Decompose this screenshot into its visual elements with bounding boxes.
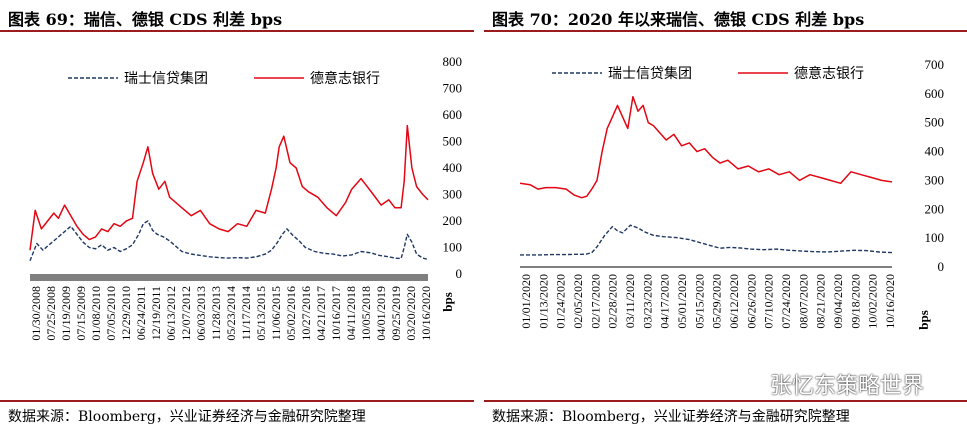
x-tick-label: 01/13/2020	[536, 274, 550, 329]
x-tick-label: 01/19/2009	[59, 286, 73, 341]
x-tick-label: 07/24/2020	[779, 274, 793, 329]
title-divider	[484, 30, 967, 32]
x-tick-label: 04/01/2019	[374, 286, 388, 341]
y-tick-label: 300	[443, 187, 463, 202]
y-tick-label: 400	[925, 144, 945, 159]
x-tick-label: 01/01/2020	[519, 274, 533, 329]
x-tick-label: 06/13/2012	[164, 286, 178, 341]
x-tick-label: 10/16/2020	[419, 286, 433, 341]
legend-label: 德意志银行	[310, 70, 380, 87]
y-tick-label: 300	[925, 172, 945, 187]
x-tick-label: 02/17/2020	[588, 274, 602, 329]
x-axis-bar	[30, 274, 428, 281]
x-tick-label: 11/06/2015	[269, 286, 283, 340]
source-divider	[0, 400, 474, 402]
y-tick-label: 500	[925, 115, 945, 130]
chart-cds-spread-2008-2020: 0 100 200 300 400 500 600 700 800 01/30/2008 07/25…	[29, 54, 463, 341]
y-axis-title: bps	[440, 292, 455, 312]
chart-panel-cds-2020: 图表 70：2020 年以来瑞信、德银 CDS 利差 bps 0 100 200 30…	[484, 0, 967, 430]
data-source-note: 数据来源：Bloomberg，兴业证券经济与金融研究院整理	[8, 409, 366, 425]
x-tick-label: 06/12/2020	[727, 274, 741, 329]
x-tick-label: 12/29/2010	[119, 286, 133, 341]
x-tick-label: 03/11/2020	[623, 274, 637, 328]
x-tick-label: 06/26/2020	[744, 274, 758, 329]
x-tick-label: 03/23/2020	[640, 274, 654, 329]
x-tick-label: 10/05/2018	[359, 286, 373, 341]
data-source-note: 数据来源：Bloomberg，兴业证券经济与金融研究院整理	[492, 409, 850, 425]
y-axis-title: bps	[916, 310, 931, 330]
y-tick-label: 600	[925, 86, 945, 101]
series-line-deutsche-bank	[519, 95, 893, 199]
x-tick-label: 07/25/2008	[44, 286, 58, 341]
x-tick-label: 05/01/2020	[675, 274, 689, 329]
x-tick-label: 11/17/2014	[239, 286, 253, 340]
source-divider	[484, 400, 967, 402]
y-tick-label: 700	[443, 81, 463, 96]
y-tick-label: 100	[925, 230, 945, 245]
x-tick-label: 06/03/2013	[194, 286, 208, 341]
y-tick-label: 800	[443, 54, 463, 69]
x-tick-label: 07/05/2010	[104, 286, 118, 341]
legend-label: 瑞士信贷集团	[608, 65, 692, 82]
x-tick-label: 05/29/2020	[710, 274, 724, 329]
y-tick-label: 600	[443, 107, 463, 122]
legend-label: 德意志银行	[794, 65, 864, 82]
x-tick-label: 02/28/2020	[606, 274, 620, 329]
x-tick-label: 05/02/2016	[284, 286, 298, 341]
x-tick-label: 09/25/2019	[389, 286, 403, 341]
x-tick-label: 06/24/2011	[134, 286, 148, 340]
y-tick-label: 200	[443, 213, 463, 228]
chart-title: 图表 70：2020 年以来瑞信、德银 CDS 利差 bps	[492, 10, 865, 29]
y-tick-label: 500	[443, 134, 463, 149]
x-tick-label: 01/24/2020	[554, 274, 568, 329]
x-tick-label: 02/05/2020	[571, 274, 585, 329]
x-tick-label: 10/16/2017	[329, 286, 343, 341]
wechat-icon	[738, 377, 763, 395]
x-tick-label: 04/21/2017	[314, 286, 328, 341]
y-tick-label: 200	[925, 201, 945, 216]
x-tick-label: 11/28/2013	[209, 286, 223, 340]
y-tick-label: 700	[925, 57, 945, 72]
x-tick-label: 10/27/2016	[299, 286, 313, 341]
title-divider	[0, 30, 474, 32]
x-tick-label: 01/08/2010	[89, 286, 103, 341]
x-tick-label: 05/13/2015	[254, 286, 268, 341]
y-tick-label: 100	[443, 240, 463, 255]
x-tick-label: 10/16/2020	[883, 274, 897, 329]
watermark-text: 张忆东策略世界	[770, 374, 925, 399]
chart-title: 图表 69：瑞信、德银 CDS 利差 bps	[8, 10, 283, 29]
x-tick-label: 07/10/2020	[762, 274, 776, 329]
x-tick-label: 07/15/2009	[74, 286, 88, 341]
x-tick-label: 01/30/2008	[29, 286, 43, 341]
x-tick-label: 08/21/2020	[814, 274, 828, 329]
watermark: 张忆东策略世界	[738, 368, 966, 400]
legend-label: 瑞士信贷集团	[124, 70, 208, 87]
x-tick-label: 12/07/2012	[179, 286, 193, 341]
series-line-credit-suisse	[29, 220, 429, 262]
x-tick-label: 03/20/2020	[404, 286, 418, 341]
y-tick-label: 400	[443, 160, 463, 175]
x-tick-label: 05/15/2020	[692, 274, 706, 329]
series-line-deutsche-bank	[29, 124, 429, 251]
x-tick-label: 09/04/2020	[831, 274, 845, 329]
chart-cds-spread-2020: 0 100 200 300 400 500 600 700 01/01/2020 01/13/20…	[519, 57, 945, 330]
series-line-credit-suisse	[520, 224, 893, 256]
x-tick-label: 09/18/2020	[848, 274, 862, 329]
x-tick-label: 04/17/2020	[658, 274, 672, 329]
x-tick-label: 05/23/2014	[224, 286, 238, 341]
x-tick-label: 12/19/2011	[149, 286, 163, 340]
y-tick-label: 0	[456, 266, 463, 281]
x-tick-label: 10/02/2020	[866, 274, 880, 329]
x-tick-label: 04/11/2018	[344, 286, 358, 340]
y-tick-label: 0	[938, 259, 945, 274]
chart-panel-cds-2008-2020: 图表 69：瑞信、德银 CDS 利差 bps 0 100 200 300 400 500 6…	[0, 0, 474, 430]
x-tick-label: 08/07/2020	[796, 274, 810, 329]
